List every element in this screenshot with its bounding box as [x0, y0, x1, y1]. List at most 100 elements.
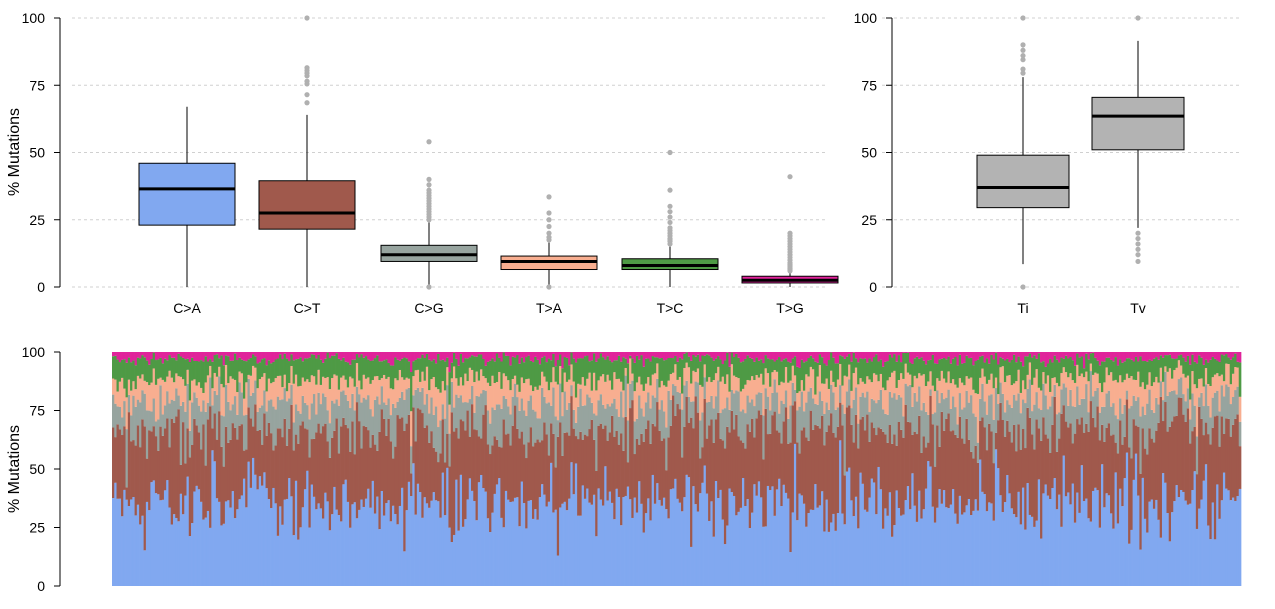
bar-segment-ttoc: [374, 358, 377, 376]
bar-segment-ttog: [663, 352, 666, 360]
bar-segment-ttoa: [760, 374, 763, 393]
bar-segment-ctog: [117, 406, 120, 424]
bar-segment-ctoa: [193, 492, 196, 587]
bar-segment-ttog: [548, 352, 551, 359]
bar-segment-ttoa: [1015, 381, 1018, 400]
bar-segment-ttoa: [697, 368, 700, 382]
bar-segment-ttoc: [1119, 359, 1122, 375]
bar-segment-ctog: [1033, 405, 1036, 450]
bar-segment-ctot: [1185, 422, 1188, 501]
outlier-point: [787, 174, 792, 179]
bar-segment-ctot: [1031, 434, 1034, 517]
bar-segment-ctoa: [333, 487, 336, 586]
bar-segment-ctot: [1054, 397, 1057, 478]
bar-segment-ctoa: [317, 503, 320, 586]
bar-segment-ttoa: [622, 390, 625, 417]
bar-segment-ttoa: [665, 387, 668, 428]
bar-segment-ttoa: [977, 394, 980, 443]
bar-segment-ctog: [229, 410, 232, 440]
bar-segment-ctog: [936, 390, 939, 425]
bar-segment-ttoc: [862, 359, 865, 382]
bar-segment-ctoa: [1026, 483, 1029, 586]
bar-segment-ttoa: [765, 368, 768, 388]
bar-segment-ctot: [500, 448, 503, 518]
bar-segment-ctoa: [406, 510, 409, 586]
bar-segment-ttog: [225, 352, 228, 355]
bar-segment-ttog: [891, 352, 894, 358]
bar-segment-ttog: [1020, 352, 1023, 362]
bar-segment-ttoa: [243, 399, 246, 416]
bar-segment-ctog: [625, 376, 628, 417]
bar-segment-ctoa: [875, 514, 878, 586]
bar-segment-ctot: [317, 424, 320, 504]
bar-segment-ctot: [762, 459, 765, 527]
bar-segment-ttoc: [1006, 359, 1009, 376]
bar-segment-ctot: [1024, 448, 1027, 530]
bar-segment-ttoc: [1069, 357, 1072, 373]
bar-segment-ttoc: [688, 357, 691, 368]
bar-segment-ctot: [923, 436, 926, 509]
bar-segment-ctot: [1115, 443, 1118, 473]
bar-segment-ctoa: [1218, 519, 1221, 586]
bar-segment-ttoa: [448, 405, 451, 434]
bar-segment-ttog: [762, 352, 765, 363]
bar-segment-ctog: [349, 408, 352, 452]
bar-segment-ttog: [595, 352, 598, 362]
bar-segment-ttog: [934, 352, 937, 363]
bar-segment-ttog: [839, 352, 842, 355]
bar-segment-ctoa: [433, 492, 436, 586]
x-tick-label: Ti: [1017, 300, 1028, 316]
bar-segment-ctot: [909, 422, 912, 509]
bar-segment-ctog: [356, 387, 359, 402]
bar-segment-ttoa: [123, 389, 126, 401]
bar-segment-ctog: [990, 394, 993, 431]
bar-segment-ttog: [1171, 352, 1174, 358]
bar-segment-ctoa: [638, 481, 641, 586]
bar-segment-ttoa: [631, 374, 634, 381]
bar-segment-ctog: [340, 392, 343, 427]
bar-segment-ttoc: [794, 356, 797, 375]
bar-segment-ctog: [1110, 407, 1113, 436]
bar-segment-ctot: [455, 428, 458, 480]
bar-segment-ctot: [349, 452, 352, 528]
bar-segment-ttoa: [715, 373, 718, 396]
bar-segment-ctot: [552, 434, 555, 513]
y-tick-label: 50: [29, 461, 45, 477]
bar-segment-ttoa: [1155, 377, 1158, 398]
bar-segment-ctog: [853, 400, 856, 443]
bar-segment-ctoa: [785, 493, 788, 586]
bar-segment-ctog: [218, 376, 221, 411]
bar-segment-ttog: [478, 352, 481, 354]
bar-segment-ttoc: [961, 364, 964, 383]
bar-segment-ctot: [934, 467, 937, 523]
bar-segment-ttog: [437, 352, 440, 354]
bar-segment-ctot: [686, 397, 689, 475]
bar-segment-ctog: [584, 405, 587, 434]
bar-segment-ctoa: [356, 518, 359, 586]
bar-segment-ctot: [1076, 419, 1079, 492]
bar-segment-ttoc: [338, 359, 341, 390]
bar-segment-ctot: [848, 405, 851, 467]
y-tick-label: 0: [37, 578, 45, 594]
bar-segment-ttog: [1117, 352, 1120, 366]
bar-segment-ttog: [331, 352, 334, 356]
bar-segment-ttoa: [986, 384, 989, 415]
bar-segment-ttoa: [722, 377, 725, 410]
bar-segment-ctog: [568, 403, 571, 436]
bar-segment-ctot: [193, 419, 196, 492]
bar-segment-ctoa: [168, 508, 171, 587]
bar-segment-ctog: [968, 403, 971, 440]
bar-segment-ctoa: [464, 519, 467, 586]
bar-segment-ttog: [546, 352, 549, 362]
bar-segment-ctot: [254, 404, 257, 474]
bar-segment-ttoc: [814, 362, 817, 395]
bar-segment-ctot: [157, 451, 160, 495]
bar-segment-ctog: [1117, 419, 1120, 453]
bar-segment-ctog: [801, 392, 804, 431]
bar-segment-ttoa: [437, 389, 440, 427]
bar-segment-ctog: [950, 409, 953, 431]
bar-segment-ctog: [1128, 409, 1131, 448]
bar-segment-ctot: [579, 432, 582, 516]
bar-segment-ttoa: [871, 382, 874, 399]
bar-segment-ttog: [622, 352, 625, 357]
